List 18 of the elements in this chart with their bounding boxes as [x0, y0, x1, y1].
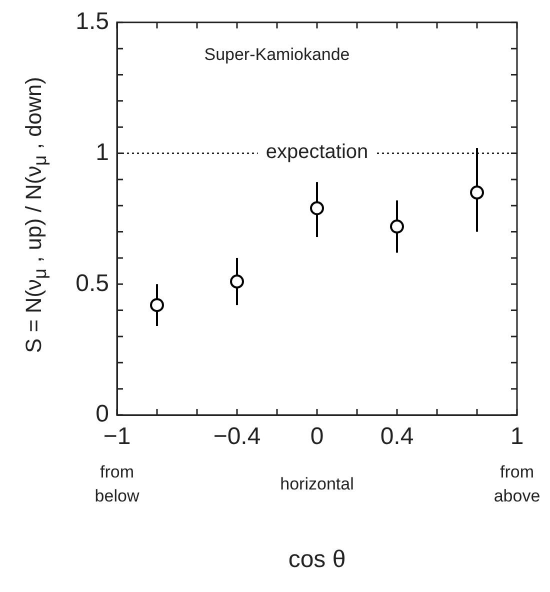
y-tick-label: 1.5 — [76, 8, 109, 36]
text: horizontal — [280, 474, 354, 494]
x-tick-label: 0 — [310, 423, 324, 450]
text: from below — [94, 462, 140, 506]
annotation: Super-Kamiokande — [204, 45, 350, 64]
point — [150, 298, 164, 312]
point — [310, 201, 324, 216]
y-tick-label: 1 — [96, 138, 109, 166]
point — [230, 274, 244, 289]
point — [390, 220, 404, 234]
x-tick-label: 1 — [510, 423, 524, 450]
x-tick-label: 0.4 — [380, 423, 414, 450]
x-axis-title: cos θ — [288, 546, 346, 574]
y-tick-label: 0.5 — [76, 270, 109, 297]
text: from above — [494, 462, 540, 506]
x-tick-label: −0.4 — [213, 423, 261, 450]
ref-line-label: expectation — [266, 140, 368, 163]
point — [470, 186, 484, 200]
